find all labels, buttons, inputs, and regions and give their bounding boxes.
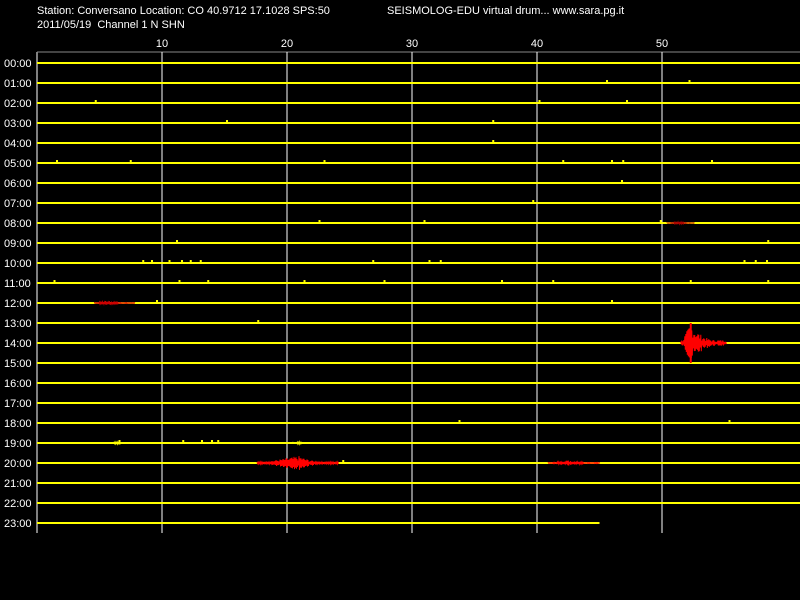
- noise-mark: [711, 160, 713, 162]
- noise-mark: [611, 300, 613, 302]
- noise-mark: [492, 140, 495, 142]
- hour-label: 22:00: [4, 498, 32, 510]
- hour-label: 19:00: [4, 438, 32, 450]
- noise-mark: [383, 280, 386, 282]
- noise-mark: [226, 120, 228, 122]
- hour-label: 21:00: [4, 478, 32, 490]
- x-tick-label: 20: [281, 38, 293, 50]
- noise-mark: [176, 240, 178, 242]
- noise-mark: [168, 260, 171, 262]
- seismic-event: [94, 299, 136, 306]
- noise-mark: [626, 100, 628, 102]
- hour-label: 17:00: [4, 398, 32, 410]
- hour-label: 03:00: [4, 118, 32, 130]
- noise-mark: [767, 240, 770, 242]
- noise-mark: [182, 440, 185, 442]
- seismic-event: [111, 440, 125, 446]
- hour-label: 05:00: [4, 158, 32, 170]
- x-tick-label: 50: [656, 38, 668, 50]
- noise-mark: [501, 280, 503, 282]
- hour-label: 00:00: [4, 58, 32, 70]
- hour-label: 02:00: [4, 98, 32, 110]
- noise-mark: [342, 460, 345, 462]
- noise-mark: [532, 200, 535, 202]
- hour-label: 15:00: [4, 358, 32, 370]
- noise-mark: [622, 160, 625, 162]
- noise-mark: [178, 280, 181, 282]
- noise-mark: [439, 260, 442, 262]
- noise-mark: [142, 260, 145, 262]
- noise-mark: [199, 260, 202, 262]
- hour-label: 06:00: [4, 178, 32, 190]
- brand-title: SEISMOLOG-EDU virtual drum... www.sara.p…: [387, 5, 625, 17]
- noise-mark: [211, 440, 213, 442]
- noise-mark: [372, 260, 375, 262]
- hour-label: 11:00: [4, 278, 31, 290]
- noise-mark: [156, 300, 158, 302]
- noise-mark: [562, 160, 565, 162]
- noise-mark: [606, 80, 608, 82]
- hour-label: 04:00: [4, 138, 32, 150]
- noise-mark: [659, 220, 662, 222]
- noise-mark: [94, 100, 97, 102]
- noise-mark: [743, 260, 746, 262]
- noise-mark: [611, 160, 613, 162]
- station-info: Station: Conversano Location: CO 40.9712…: [37, 5, 330, 17]
- x-tick-label: 30: [406, 38, 418, 50]
- noise-mark: [538, 100, 541, 102]
- noise-mark: [181, 260, 183, 262]
- hour-label: 12:00: [4, 298, 32, 310]
- noise-mark: [303, 280, 306, 282]
- x-tick-label: 10: [156, 38, 168, 50]
- noise-mark: [428, 260, 431, 262]
- seismic-event: [292, 439, 306, 447]
- noise-mark: [56, 160, 58, 162]
- hour-label: 10:00: [4, 258, 32, 270]
- noise-mark: [728, 420, 731, 422]
- noise-mark: [323, 160, 326, 162]
- date-channel-info: 2011/05/19 Channel 1 N SHN: [37, 19, 185, 31]
- noise-mark: [217, 440, 220, 442]
- x-tick-label: 40: [531, 38, 543, 50]
- hour-label: 08:00: [4, 218, 32, 230]
- hour-label: 16:00: [4, 378, 32, 390]
- noise-mark: [552, 280, 555, 282]
- seismic-event: [256, 456, 339, 470]
- noise-mark: [201, 440, 203, 442]
- seismic-event: [680, 327, 727, 359]
- hour-label: 20:00: [4, 458, 32, 470]
- noise-mark: [688, 80, 691, 82]
- hour-label: 13:00: [4, 318, 32, 330]
- hour-label: 18:00: [4, 418, 32, 430]
- noise-mark: [423, 220, 426, 222]
- noise-mark: [129, 160, 132, 162]
- noise-mark: [53, 280, 56, 282]
- seismic-event: [666, 220, 695, 226]
- noise-mark: [257, 320, 260, 322]
- seismic-event: [547, 460, 601, 467]
- noise-mark: [458, 420, 461, 422]
- noise-mark: [492, 120, 495, 122]
- noise-mark: [754, 260, 757, 262]
- hour-label: 07:00: [4, 198, 32, 210]
- noise-mark: [189, 260, 192, 262]
- noise-mark: [151, 260, 153, 262]
- noise-mark: [767, 280, 770, 282]
- noise-mark: [621, 180, 623, 182]
- noise-mark: [689, 280, 692, 282]
- noise-mark: [318, 220, 321, 222]
- hour-label: 23:00: [4, 518, 32, 530]
- noise-mark: [207, 280, 210, 282]
- noise-mark: [766, 260, 768, 262]
- hour-label: 01:00: [4, 78, 32, 90]
- noise-mark: [118, 440, 121, 442]
- hour-label: 14:00: [4, 338, 32, 350]
- hour-label: 09:00: [4, 238, 32, 250]
